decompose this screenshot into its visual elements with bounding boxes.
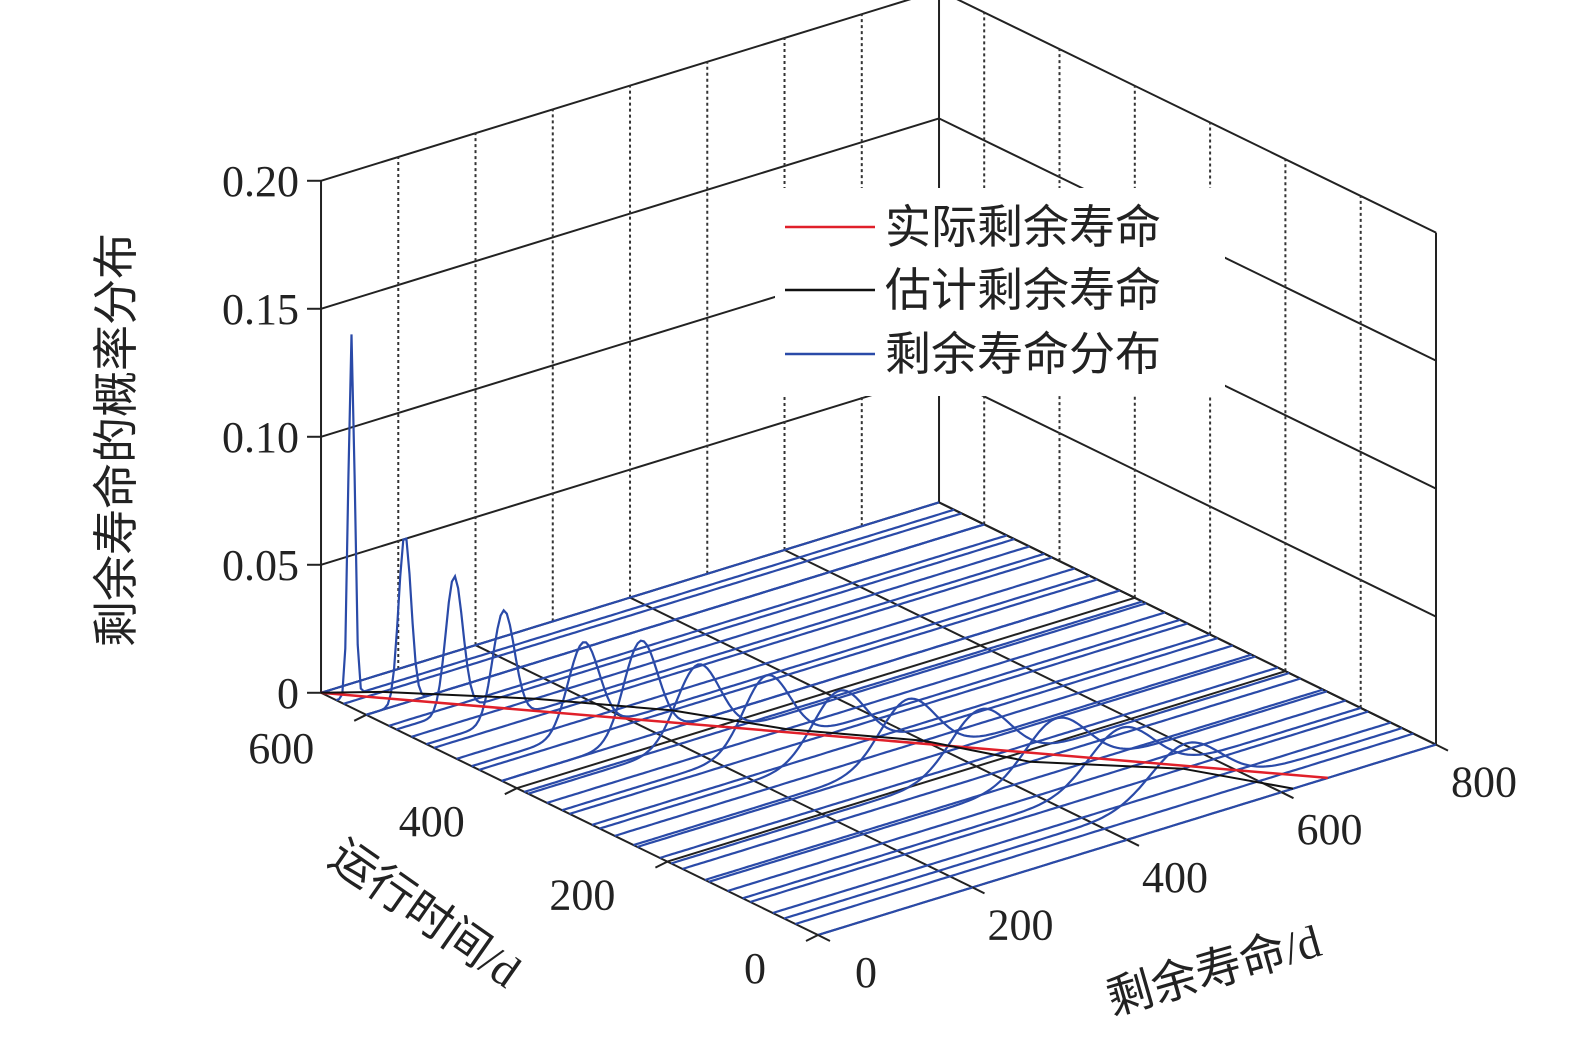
x-tick-mark-0 [817, 934, 831, 942]
z-tick-label-2: 0.10 [222, 413, 299, 462]
floor-right-edge [938, 501, 1437, 746]
floor-y-line-400 [516, 596, 1136, 790]
x-tick-mark-3 [1281, 791, 1294, 800]
y-tick-label-0: 0 [744, 944, 766, 993]
tick-labels: 0 0.05 0.10 0.15 0.20 0 200 400 600 0 200 400 600 800 [222, 157, 1517, 997]
x-axis-title: 剩余寿命/d [1101, 915, 1326, 1025]
legend-background [775, 188, 1225, 396]
z-tick-label-3: 0.15 [222, 285, 299, 334]
y-tick-mark-3 [353, 713, 367, 722]
distribution-curve-1 [335, 334, 955, 702]
x-tick-label-0: 0 [855, 948, 877, 997]
y-tick-label-3: 600 [248, 724, 314, 773]
distribution-curve-21 [599, 637, 1218, 830]
distribution-curve-11 [471, 574, 1090, 768]
distribution-curve-28 [704, 688, 1324, 882]
floor-y-line-200 [667, 670, 1286, 863]
y-axis-title: 运行时间/d [320, 829, 529, 997]
legend-label-distribution: 剩余寿命分布 [885, 329, 1161, 380]
distribution-curve-27 [682, 677, 1301, 870]
distribution-curve-33 [772, 721, 1392, 915]
data-layer [320, 334, 1437, 937]
z-tick-label-1: 0.05 [222, 541, 299, 590]
distribution-curve-7 [411, 545, 1030, 738]
x-tick-label-3: 600 [1297, 805, 1363, 854]
distribution-curve-16 [527, 602, 1147, 795]
distribution-curve-34 [783, 727, 1403, 920]
distribution-curve-9 [433, 556, 1053, 749]
distribution-curve-23 [633, 653, 1252, 847]
estimated-rul-line [320, 690, 1294, 790]
distribution-curve-15 [523, 600, 1143, 793]
distribution-curve-5 [388, 534, 1008, 727]
distribution-curve-8 [426, 552, 1045, 746]
z-axis-title: 剩余寿命的概率分布 [91, 233, 142, 647]
distribution-curve-26 [670, 671, 1290, 865]
y-tick-label-1: 200 [549, 871, 615, 920]
actual-rul-line [320, 691, 1328, 780]
distribution-curve-32 [749, 710, 1369, 904]
legend-label-estimated: 估计剩余寿命 [885, 265, 1161, 316]
z-tick-label-4: 0.20 [222, 157, 299, 206]
legend: 实际剩余寿命 估计剩余寿命 剩余寿命分布 [775, 188, 1225, 396]
distribution-curve-17 [546, 611, 1166, 804]
x-tick-mark-1 [972, 886, 985, 895]
distribution-curve-19 [569, 622, 1188, 815]
x-tick-label-2: 400 [1142, 853, 1208, 902]
distribution-curve-30 [727, 699, 1346, 893]
y-tick-mark-1 [654, 860, 668, 869]
y-tick-label-2: 400 [399, 797, 465, 846]
y-tick-mark-0 [805, 934, 819, 942]
x-tick-mark-4 [1435, 743, 1449, 752]
distribution-curve-0 [320, 501, 940, 694]
distribution-curve-35 [795, 732, 1414, 926]
x-tick-mark-2 [1126, 838, 1140, 847]
distribution-curve-14 [501, 589, 1121, 782]
distribution-curve-12 [478, 578, 1098, 771]
legend-label-actual: 实际剩余寿命 [885, 202, 1161, 253]
x-tick-label-1: 200 [988, 900, 1054, 949]
distribution-curve-20 [591, 633, 1211, 826]
y-tick-mark-2 [504, 787, 518, 796]
distribution-curve-25 [659, 666, 1279, 859]
z-tick-label-0: 0 [277, 669, 299, 718]
distribution-curve-4 [365, 523, 985, 716]
distribution-curve-10 [456, 567, 1075, 760]
x-tick-label-4: 800 [1451, 758, 1517, 807]
distribution-curve-31 [742, 706, 1362, 900]
distribution-curve-24 [636, 655, 1256, 848]
distribution-curve-2 [343, 512, 962, 705]
distribution-curve-29 [708, 690, 1328, 883]
z-gridline-4 [320, 0, 1437, 234]
